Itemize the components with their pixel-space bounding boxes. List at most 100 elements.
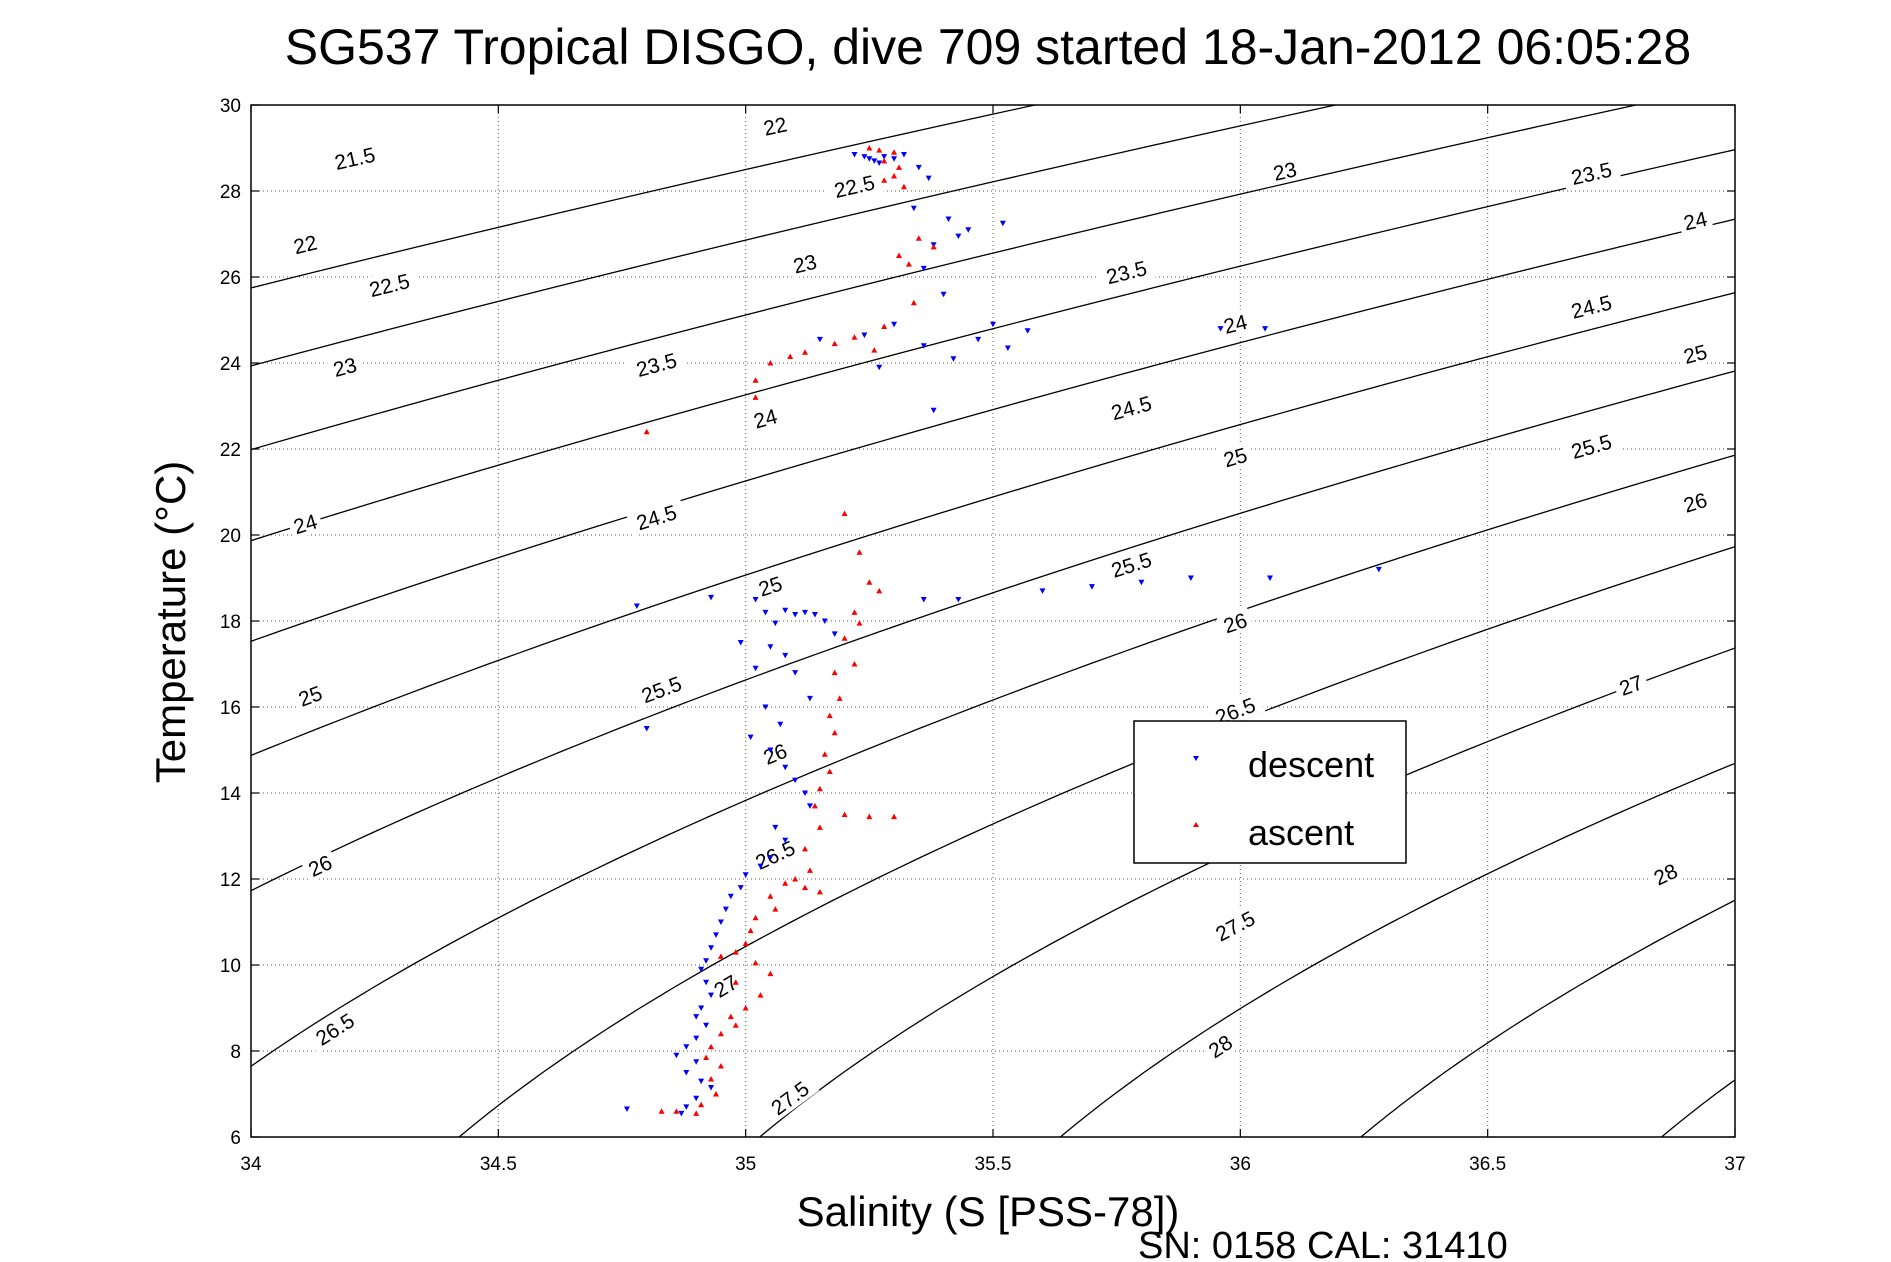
ascent-point (910, 299, 917, 306)
descent-points (623, 151, 1382, 1117)
ascent-point (915, 235, 922, 241)
x-tick-label: 37 (1724, 1154, 1745, 1175)
ascent-point (802, 845, 809, 852)
contour-label: 23 (326, 350, 364, 383)
descent-point (698, 1078, 705, 1085)
descent-point (915, 164, 922, 171)
ascent-point (732, 1022, 739, 1028)
descent-point (752, 665, 759, 672)
descent-point (806, 803, 813, 809)
descent-point (698, 1005, 705, 1011)
ascent-point (752, 377, 759, 383)
descent-point (802, 609, 809, 616)
descent-point (767, 855, 774, 861)
contour-line (251, 105, 1336, 367)
descent-point (910, 205, 917, 212)
contour-label-text: 24 (1682, 208, 1710, 236)
y-tick-label: 18 (220, 612, 241, 633)
descent-point (703, 979, 710, 986)
descent-point (945, 216, 952, 222)
ascent-point (767, 893, 774, 899)
descent-point (1138, 579, 1145, 586)
descent-point (752, 597, 759, 603)
descent-point (777, 721, 784, 728)
ascent-point (732, 979, 739, 985)
descent-point (900, 151, 907, 158)
descent-point (712, 932, 719, 938)
descent-point (693, 1095, 700, 1102)
legend-descent-marker (1193, 756, 1199, 761)
ascent-point (900, 183, 907, 190)
y-tick-label: 16 (220, 698, 241, 719)
descent-point (772, 824, 779, 831)
descent-point (727, 893, 734, 900)
contour-label-text: 23 (791, 251, 819, 279)
contour-line (251, 454, 1735, 1068)
ascent-point (717, 1030, 724, 1037)
ascent-point (787, 353, 794, 360)
descent-point (633, 603, 640, 609)
x-tick-label: 36 (1230, 1154, 1251, 1175)
descent-point (940, 291, 947, 298)
ascent-point (831, 669, 838, 676)
descent-point (975, 336, 982, 343)
ascent-point (856, 620, 863, 626)
y-tick-labels: 6 8 10 12 14 16 18 20 22 24 26 28 30 (220, 96, 242, 1149)
descent-point (767, 644, 774, 650)
contour-line (251, 218, 1735, 642)
ascent-point (851, 609, 858, 615)
descent-point (737, 885, 744, 891)
descent-point (693, 1014, 700, 1020)
descent-point (708, 1085, 715, 1091)
descent-point (851, 151, 858, 158)
y-tick-label: 14 (220, 784, 242, 805)
contour-line (251, 149, 1735, 542)
y-tick-label: 22 (220, 440, 241, 461)
ascent-point (767, 360, 774, 366)
contour-line (251, 370, 1735, 892)
legend-descent-label: descent (1248, 744, 1374, 785)
descent-point (1088, 584, 1095, 590)
footer-serial-calibration: SN: 0158 CAL: 31410 (1138, 1225, 1508, 1262)
descent-point (1262, 326, 1269, 332)
descent-point (802, 790, 809, 796)
descent-point (767, 747, 774, 753)
ascent-point (891, 149, 898, 155)
descent-point (782, 764, 789, 771)
contour-label-text: 23 (1271, 158, 1299, 186)
ascent-point (826, 712, 833, 719)
descent-point (1024, 328, 1031, 334)
ascent-point (891, 813, 898, 820)
ascent-point (752, 914, 759, 921)
x-tick-label: 35 (735, 1154, 756, 1175)
y-axis-label: Temperature (°C) (147, 461, 194, 784)
contour-label: 24 (1676, 204, 1714, 236)
descent-point (683, 1070, 690, 1076)
ascent-point (930, 243, 937, 250)
ascent-point (866, 579, 873, 585)
ascent-point (831, 340, 838, 347)
ascent-point (802, 884, 809, 891)
ascent-point (643, 428, 650, 435)
y-tick-label: 24 (220, 354, 242, 375)
ascent-point (896, 164, 903, 170)
contour-line (1661, 1079, 1735, 1137)
descent-point (703, 1022, 710, 1029)
ascent-point (871, 347, 878, 353)
ascent-point (826, 768, 833, 774)
grid-lines (251, 105, 1735, 1137)
descent-point (806, 695, 813, 702)
contour-label-text: 22 (762, 113, 790, 140)
ascent-point (772, 906, 779, 912)
ascent-point (851, 334, 858, 340)
descent-point (772, 620, 779, 627)
ascent-point (821, 751, 828, 757)
ascent-point (712, 1091, 719, 1097)
ascent-point (742, 1005, 749, 1011)
descent-point (708, 992, 715, 999)
contour-line (251, 105, 1637, 451)
y-tick-label: 20 (220, 526, 241, 547)
ascent-point (708, 1043, 715, 1050)
descent-point (990, 321, 996, 328)
